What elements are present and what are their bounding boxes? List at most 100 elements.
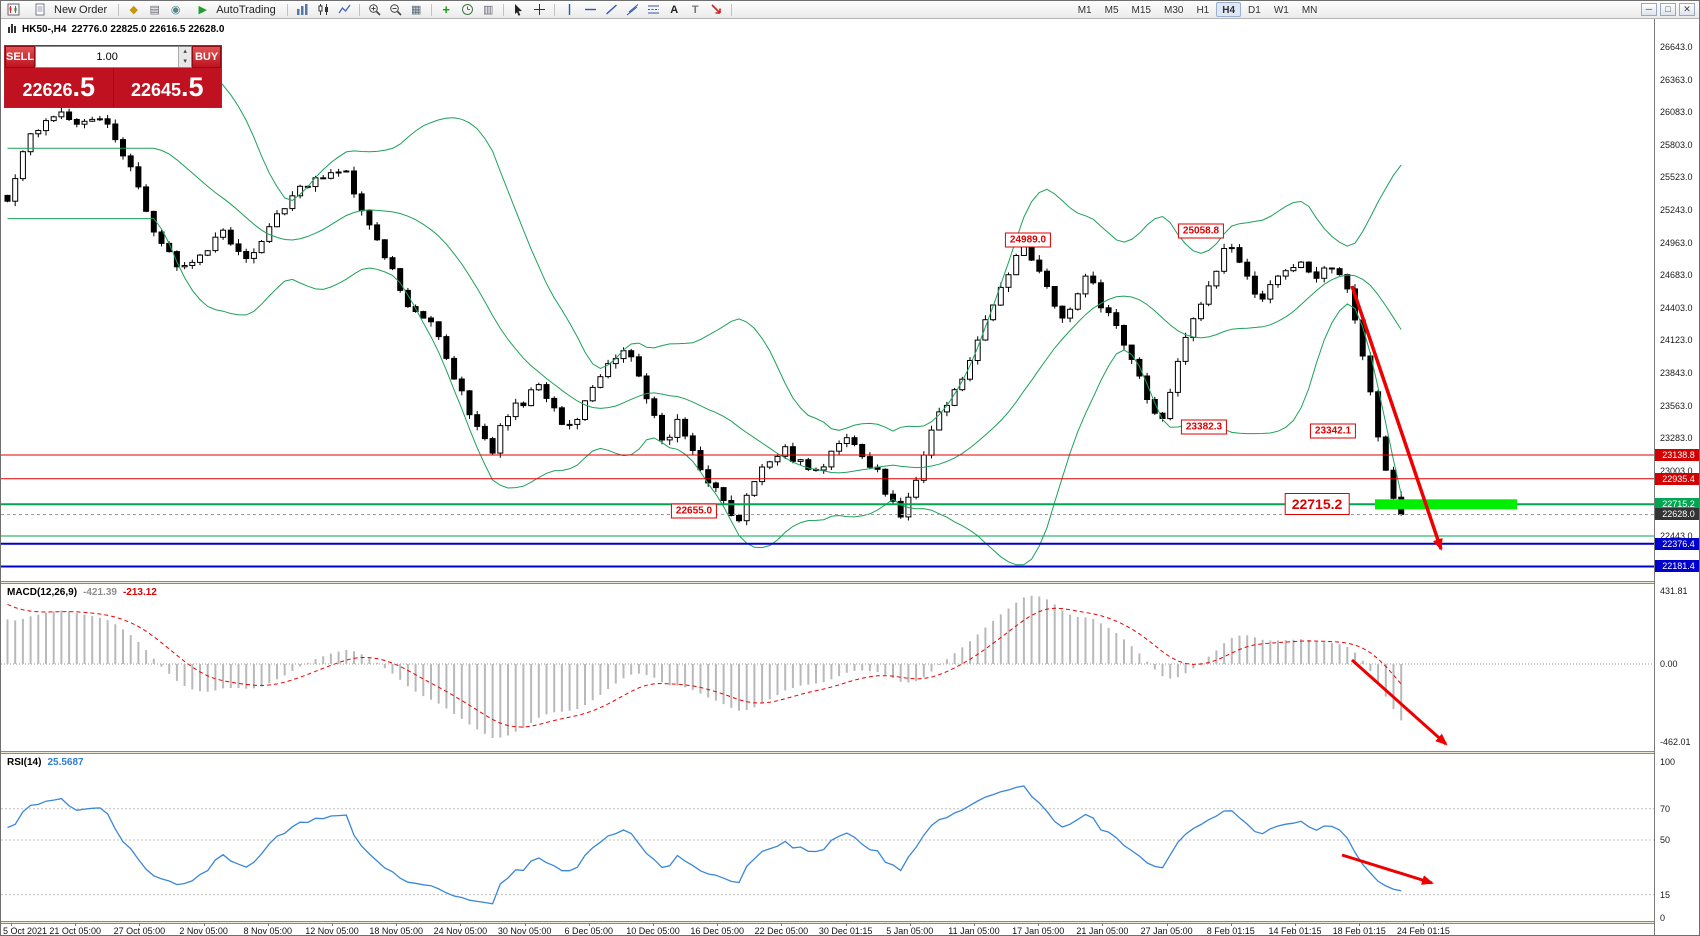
autotrading-button[interactable]: ▶ AutoTrading — [187, 2, 282, 18]
toolbar: New Order ◆ ▤ ◉ ▶ AutoTrading ▦ + ▥ A T — [1, 1, 1699, 19]
tile-windows-icon[interactable]: ▦ — [411, 4, 422, 16]
time-axis-tick — [1359, 923, 1361, 926]
buy-price-display[interactable]: 22645.5 — [113, 68, 221, 107]
price-callout[interactable]: 23382.3 — [1180, 419, 1228, 435]
market-icon[interactable]: ◆ — [129, 4, 138, 16]
macd-axis-label: 431.81 — [1660, 586, 1688, 597]
arrows-tool-icon[interactable] — [707, 2, 726, 17]
price-axis-label: 22443.0 — [1660, 531, 1693, 541]
text-icon[interactable]: A — [670, 3, 679, 16]
time-axis-tick — [139, 923, 141, 926]
volume-down-button[interactable]: ▾ — [179, 57, 192, 67]
periods-icon[interactable] — [458, 2, 477, 17]
toolbar-separator — [118, 3, 120, 16]
time-axis-tick — [1230, 923, 1232, 926]
timeframe-h1[interactable]: H1 — [1196, 5, 1210, 16]
timeframe-w1[interactable]: W1 — [1273, 5, 1289, 16]
rsi-indicator-canvas[interactable] — [1, 754, 1654, 922]
timeframe-h4[interactable]: H4 — [1216, 2, 1242, 17]
toolbar-separator — [553, 3, 555, 16]
fibonacci-icon[interactable] — [644, 2, 663, 17]
time-axis-tick — [203, 923, 205, 926]
rsi-label: RSI(14) 25.5687 — [7, 757, 84, 768]
price-callout[interactable]: 24989.0 — [1004, 232, 1052, 248]
time-axis-label: 24 Feb 01:15 — [1396, 926, 1450, 936]
time-axis-tick — [75, 923, 77, 926]
toolbar-separator — [502, 3, 504, 16]
line-chart-icon[interactable] — [335, 2, 354, 17]
sell-price-display[interactable]: 22626.5 — [5, 68, 113, 107]
trend-arrow — [1341, 853, 1434, 885]
time-axis-tick — [1102, 923, 1104, 926]
timeframe-m1[interactable]: M1 — [1077, 5, 1092, 16]
volume-input[interactable] — [36, 47, 179, 67]
horizontal-line-icon[interactable] — [581, 2, 600, 17]
pane-separator[interactable] — [1, 581, 1699, 584]
crosshair-icon[interactable] — [530, 2, 549, 17]
price-callout[interactable]: 23342.1 — [1309, 423, 1357, 439]
rsi-value: 25.5687 — [47, 757, 84, 768]
timeframe-mn[interactable]: MN — [1301, 5, 1318, 16]
macd-label: MACD(12,26,9) -421.39 -213.12 — [7, 587, 157, 598]
toolbar-separator — [730, 3, 732, 16]
timeframe-m30[interactable]: M30 — [1163, 5, 1184, 16]
time-axis-label: 27 Jan 05:00 — [1140, 926, 1193, 936]
timeframe-d1[interactable]: D1 — [1248, 5, 1261, 16]
price-callout[interactable]: 22715.2 — [1284, 493, 1350, 515]
templates-icon[interactable]: ▥ — [483, 4, 494, 16]
equidistant-channel-icon[interactable] — [623, 2, 642, 17]
timeframe-m5[interactable]: M5 — [1104, 5, 1119, 16]
time-axis-tick — [524, 923, 526, 926]
price-axis[interactable]: 26643.0 26363.0 26083.0 25803.0 25523.0 25243… — [1654, 19, 1699, 935]
minimize-button[interactable]: ─ — [1641, 3, 1657, 16]
time-axis-label: 11 Jan 05:00 — [948, 926, 1000, 936]
profiles-icon[interactable]: ▤ — [149, 4, 160, 16]
restore-button[interactable]: □ — [1660, 3, 1676, 16]
price-tag: 22628.0 — [1655, 508, 1699, 521]
time-axis-label: 17 Jan 05:00 — [1012, 926, 1065, 936]
time-axis-label: 22 Dec 05:00 — [754, 926, 809, 936]
indicators-icon[interactable]: + — [442, 2, 451, 17]
highlight-zone — [1375, 499, 1517, 510]
volume-control: ▴ ▾ — [35, 46, 193, 68]
timeframe-m15[interactable]: M15 — [1131, 5, 1151, 16]
signals-icon[interactable]: ◉ — [170, 4, 181, 16]
vertical-line-icon[interactable] — [560, 2, 579, 17]
price-callout[interactable]: 25058.8 — [1177, 223, 1225, 239]
pane-separator[interactable] — [1, 921, 1699, 924]
price-axis-label: 23283.0 — [1660, 433, 1693, 444]
time-axis-label: 8 Feb 01:15 — [1206, 926, 1255, 936]
main-chart-canvas[interactable] — [1, 19, 1654, 581]
bar-chart-icon[interactable] — [293, 2, 312, 17]
price-tag: 23138.8 — [1655, 448, 1699, 461]
time-axis-label: 21 Oct 05:00 — [49, 926, 101, 936]
time-axis-label: 8 Nov 05:00 — [243, 926, 293, 936]
price-callout[interactable]: 22655.0 — [670, 503, 718, 519]
volume-up-button[interactable]: ▴ — [179, 47, 192, 57]
symbol-name: HK50-,H4 — [22, 24, 67, 35]
candlestick-chart-icon[interactable] — [314, 2, 333, 17]
sell-button[interactable]: SELL — [5, 46, 36, 68]
pane-separator[interactable] — [1, 751, 1699, 754]
zoom-in-icon[interactable] — [365, 2, 384, 17]
time-axis[interactable]: 5 Oct 2021 21 Oct 05:00 27 Oct 05:00 2 Nov … — [1, 923, 1654, 936]
symbol-icon — [7, 23, 17, 36]
new-order-button[interactable]: New Order — [25, 2, 113, 18]
text-label-icon[interactable]: T — [691, 3, 699, 16]
rsi-axis-label: 100 — [1660, 757, 1676, 767]
trendline-icon[interactable] — [602, 2, 621, 17]
time-axis-tick — [1423, 923, 1425, 926]
price-axis-label: 25803.0 — [1660, 139, 1693, 150]
zoom-out-icon[interactable] — [386, 2, 405, 17]
macd-indicator-canvas[interactable] — [1, 584, 1654, 751]
time-axis-tick — [267, 923, 269, 926]
close-button[interactable]: ✕ — [1679, 3, 1695, 16]
timeframe-toolbar: M1 M5 M15 M30 H1 H4 D1 W1 MN — [1072, 2, 1324, 17]
new-order-icon — [31, 2, 50, 17]
time-axis-label: 18 Nov 05:00 — [369, 926, 423, 936]
cursor-icon[interactable] — [509, 2, 528, 17]
price-tag: 22935.4 — [1655, 472, 1699, 485]
time-axis-label: 12 Nov 05:00 — [305, 926, 359, 936]
time-axis-label: 5 Jan 05:00 — [886, 926, 934, 936]
buy-button[interactable]: BUY — [192, 46, 221, 68]
